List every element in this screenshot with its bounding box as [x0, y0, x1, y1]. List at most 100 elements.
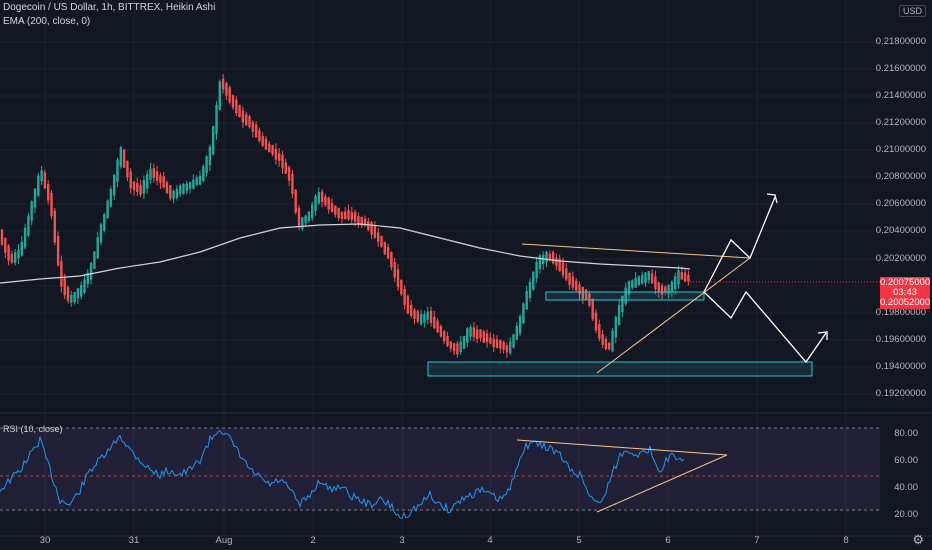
candle-body: [172, 190, 175, 199]
candle-body: [436, 320, 439, 333]
candle-body: [304, 215, 307, 224]
candle-body: [548, 253, 551, 260]
candle-body: [0, 229, 4, 245]
candle-body: [677, 270, 680, 285]
candle-body: [195, 177, 198, 186]
candle-body: [50, 192, 53, 217]
candle-body: [380, 235, 383, 247]
candle-body: [238, 105, 241, 117]
date-tick-label: 31: [128, 535, 140, 546]
candle-body: [63, 277, 66, 296]
candle-body: [10, 253, 14, 263]
candle-body: [258, 130, 261, 141]
candle-body: [532, 272, 535, 290]
rsi-tick-label: 80.00: [894, 428, 918, 439]
candle-body: [459, 341, 462, 352]
candle-body: [558, 258, 561, 272]
price-tick-label: 0.19600000: [875, 334, 926, 345]
candle-body: [627, 281, 631, 295]
price-tick-label: 0.21600000: [875, 63, 926, 74]
candle-body: [14, 252, 17, 263]
bearish-arrow-head: [817, 331, 828, 340]
candle-body: [314, 196, 317, 212]
date-tick-label: 5: [576, 535, 582, 546]
candle-body: [17, 249, 20, 259]
candle-body: [152, 168, 155, 178]
candle-body: [40, 170, 43, 182]
candle-body: [492, 338, 495, 348]
candle-body: [165, 182, 169, 194]
candle-body: [192, 179, 195, 189]
price-tick-label: 0.20800000: [875, 171, 926, 182]
candle-body: [439, 325, 443, 337]
candle-body: [604, 338, 608, 349]
candle-body: [456, 343, 459, 355]
price-tick-label: 0.19400000: [875, 361, 926, 372]
candle-body: [403, 288, 406, 305]
candle-body: [555, 257, 558, 266]
candle-body: [175, 188, 179, 199]
candle-body: [664, 286, 667, 293]
candle-body: [429, 310, 433, 324]
bearish-projection-arrow: [703, 290, 827, 364]
candle-body: [4, 237, 7, 253]
candle-body: [96, 237, 99, 259]
candle-body: [274, 149, 278, 160]
candle-body: [363, 218, 367, 226]
candle-body: [139, 185, 142, 195]
candle-body: [416, 311, 419, 322]
candle-body: [419, 314, 423, 325]
candle-body: [251, 122, 254, 132]
candle-body: [208, 146, 212, 166]
candle-body: [660, 285, 664, 295]
candle-body: [185, 183, 188, 192]
candle-body: [443, 331, 446, 342]
candle-body: [598, 324, 601, 339]
candle-body: [215, 104, 218, 134]
candle-body: [687, 275, 690, 282]
candle-body: [271, 145, 274, 155]
candle-body: [188, 182, 192, 189]
symbol-title[interactable]: Dogecoin / US Dollar, 1h, BITTREX, Heiki…: [3, 2, 216, 13]
candle-body: [109, 188, 113, 207]
rsi-indicator-label[interactable]: RSI (10, close): [3, 424, 63, 434]
candle-body: [261, 135, 264, 146]
candle-body: [119, 147, 122, 167]
bullish-projection-arrow: [703, 196, 776, 293]
candle-body: [43, 172, 47, 189]
countdown-badge: 03:43: [880, 287, 930, 299]
rsi-upper-trendline: [516, 439, 728, 456]
date-tick-label: 7: [754, 535, 760, 546]
candle-body: [287, 167, 291, 181]
candle-body: [136, 182, 139, 192]
candle-body: [637, 276, 641, 285]
candle-body: [146, 174, 149, 189]
ema-indicator-label[interactable]: EMA (200, close, 0): [3, 16, 91, 27]
price-tick-label: 0.21200000: [875, 117, 926, 128]
rsi-band: [0, 428, 880, 510]
date-tick-label: 6: [665, 535, 671, 546]
candle-body: [149, 168, 152, 180]
candle-body: [670, 281, 674, 292]
candle-body: [225, 82, 228, 96]
candle-body: [680, 272, 683, 280]
candle-body: [538, 254, 542, 270]
candle-body: [614, 316, 617, 338]
candle-body: [179, 185, 182, 195]
price-tick-label: 0.19800000: [875, 307, 926, 318]
candle-body: [449, 341, 452, 349]
candle-body: [568, 272, 571, 285]
candle-body: [495, 339, 499, 348]
candle-body: [588, 293, 591, 306]
currency-label[interactable]: USD: [898, 5, 926, 17]
candle-body: [205, 156, 208, 174]
candle-body: [155, 171, 159, 181]
candle-body: [281, 154, 284, 169]
date-tick-label: Aug: [215, 535, 233, 546]
bullish-arrow-head: [766, 193, 778, 204]
gear-icon[interactable]: ⚙: [912, 532, 924, 547]
candle-body: [578, 284, 581, 295]
candle-body: [76, 288, 80, 299]
candle-body: [512, 334, 515, 348]
